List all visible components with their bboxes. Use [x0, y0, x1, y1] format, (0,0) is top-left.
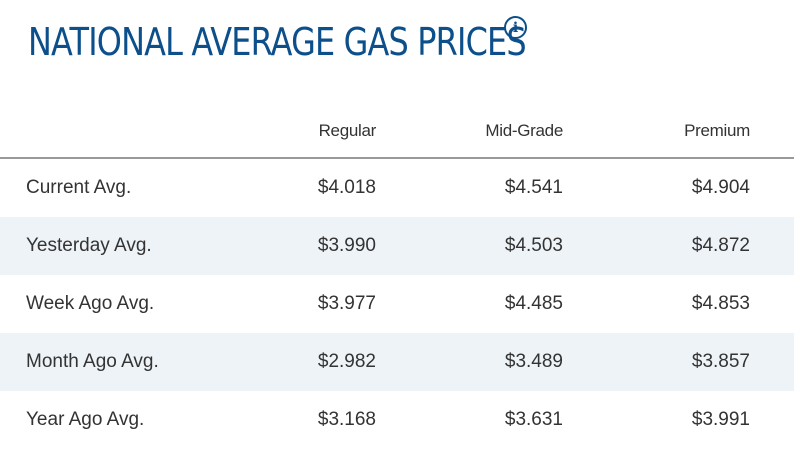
- mid-grade-price: $3.489: [376, 333, 563, 391]
- regular-price: $4.018: [317, 177, 376, 198]
- table-row: Month Ago Avg. $2.982 $3.489 $3.857: [0, 333, 794, 391]
- gas-prices-table: Regular Mid-Grade Premium Current Avg. $…: [0, 105, 794, 449]
- mid-grade-price: $3.631: [504, 409, 563, 430]
- row-spacer: [750, 275, 794, 333]
- column-header-regular: Regular: [210, 105, 376, 159]
- row-label: Current Avg.: [26, 177, 132, 198]
- regular-price: $3.168: [317, 409, 376, 430]
- row-spacer: [750, 158, 794, 217]
- regular-price: $3.977: [317, 293, 376, 314]
- info-icon[interactable]: i: [504, 16, 527, 39]
- premium-price: $4.904: [691, 177, 750, 198]
- row-label: Week Ago Avg.: [26, 293, 155, 314]
- premium-price: $4.853: [691, 293, 750, 314]
- row-spacer: [750, 391, 794, 449]
- regular-price: $3.990: [210, 217, 376, 275]
- table-row: Current Avg. $4.018 $4.541 $4.904: [0, 158, 794, 217]
- premium-price: $3.991: [691, 409, 750, 430]
- row-label: Yesterday Avg.: [0, 217, 210, 275]
- table-body: Current Avg. $4.018 $4.541 $4.904 Yester…: [0, 158, 794, 449]
- column-header-spacer: [750, 105, 794, 159]
- premium-price: $4.872: [563, 217, 750, 275]
- page-title: NATIONAL AVERAGE GAS PRICES: [28, 20, 527, 64]
- regular-price: $2.982: [210, 333, 376, 391]
- column-header-mid-grade: Mid-Grade: [376, 105, 563, 159]
- table-row: Year Ago Avg. $3.168 $3.631 $3.991: [0, 391, 794, 449]
- table-header: Regular Mid-Grade Premium: [0, 105, 794, 159]
- column-header-blank: [0, 105, 210, 159]
- row-spacer: [750, 217, 794, 275]
- table-header-row: Regular Mid-Grade Premium: [0, 105, 794, 159]
- mid-grade-price: $4.541: [504, 177, 563, 198]
- row-label: Year Ago Avg.: [26, 409, 145, 430]
- row-spacer: [750, 333, 794, 391]
- mid-grade-price: $4.485: [504, 293, 563, 314]
- premium-price: $3.857: [563, 333, 750, 391]
- row-label: Month Ago Avg.: [0, 333, 210, 391]
- mid-grade-price: $4.503: [376, 217, 563, 275]
- table-row: Yesterday Avg. $3.990 $4.503 $4.872: [0, 217, 794, 275]
- column-header-premium: Premium: [563, 105, 750, 159]
- table-row: Week Ago Avg. $3.977 $4.485 $4.853: [0, 275, 794, 333]
- title-row: NATIONAL AVERAGE GAS PRICES i: [28, 12, 621, 72]
